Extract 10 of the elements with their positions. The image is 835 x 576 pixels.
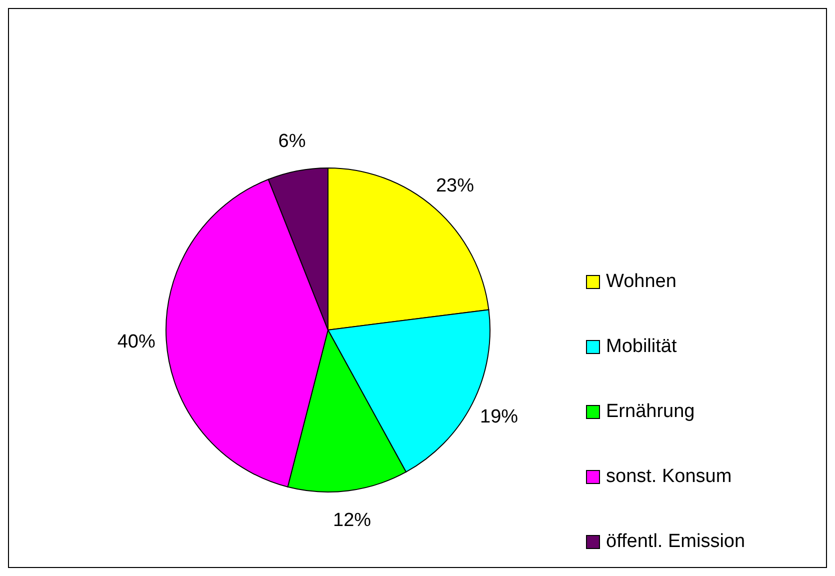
legend-label: sonst. Konsum — [606, 466, 732, 488]
legend-label: Ernährung — [606, 400, 695, 422]
data-label: 6% — [278, 130, 306, 152]
legend-label: Mobilität — [606, 336, 677, 358]
legend-label: öffentl. Emission — [606, 530, 746, 552]
legend-label: Wohnen — [606, 270, 676, 292]
data-label: 40% — [117, 332, 156, 353]
data-label: 19% — [480, 406, 518, 428]
data-label: 12% — [333, 510, 372, 531]
data-label: 23% — [436, 175, 474, 196]
